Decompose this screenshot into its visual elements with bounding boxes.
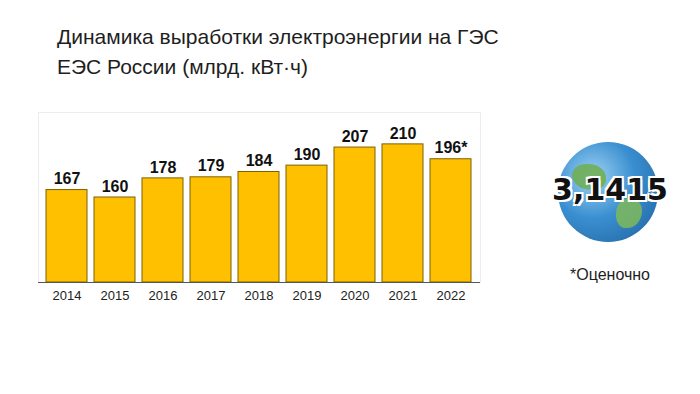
svg-text:2016: 2016 <box>149 288 178 303</box>
svg-text:2017: 2017 <box>197 288 226 303</box>
svg-text:2020: 2020 <box>341 288 370 303</box>
svg-text:178: 178 <box>150 158 177 175</box>
svg-text:179: 179 <box>198 157 225 174</box>
html-text:ЕЭС России (млрд. кВт·ч): ЕЭС России (млрд. кВт·ч) <box>57 55 308 78</box>
svg-text:2022: 2022 <box>437 288 466 303</box>
svg-text:2014: 2014 <box>53 288 82 303</box>
html-text:Динамика выработки электроэнер: Динамика выработки электроэнергии на ГЭС <box>57 25 499 48</box>
svg-text:196*: 196* <box>435 139 469 156</box>
svg-text:2019: 2019 <box>293 288 322 303</box>
svg-text:190: 190 <box>294 146 321 163</box>
svg-text:207: 207 <box>342 128 369 145</box>
html-text:*Оценочно: *Оценочно <box>570 266 650 283</box>
svg-text:2018: 2018 <box>245 288 274 303</box>
svg-text:2015: 2015 <box>101 288 130 303</box>
svg-text:210: 210 <box>390 124 417 141</box>
html-text:3,1415: 3,1415 <box>552 172 668 207</box>
svg-text:184: 184 <box>246 152 273 169</box>
svg-text:167: 167 <box>54 170 81 187</box>
svg-text:160: 160 <box>102 178 129 195</box>
svg-text:2021: 2021 <box>389 288 418 303</box>
